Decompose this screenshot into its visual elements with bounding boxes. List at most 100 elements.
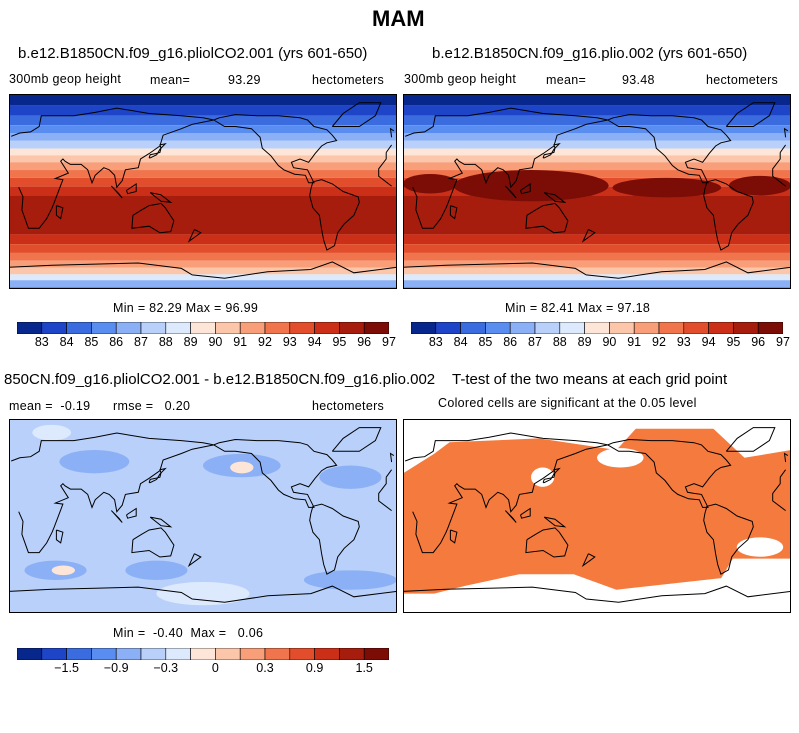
panel1-colorbar bbox=[17, 322, 389, 334]
diff-patch-8 bbox=[32, 424, 72, 441]
contour-band-13 bbox=[403, 234, 791, 245]
coastline-12 bbox=[389, 452, 395, 463]
panel2-map bbox=[403, 94, 791, 289]
map-frame bbox=[403, 419, 791, 613]
colorbar-box-2 bbox=[460, 322, 486, 334]
coastline-3 bbox=[703, 179, 754, 251]
contour-band-2 bbox=[403, 115, 791, 126]
coastline-11 bbox=[55, 529, 64, 544]
coastline-8 bbox=[543, 516, 567, 528]
coastline-4 bbox=[725, 102, 776, 127]
coastline-8 bbox=[149, 192, 173, 203]
colorbar-box-0 bbox=[17, 322, 43, 334]
contour-band-11 bbox=[9, 186, 397, 196]
colorbar-box-6 bbox=[559, 322, 585, 334]
nonsignif-patch-2 bbox=[736, 537, 784, 557]
contour-band-4 bbox=[9, 133, 397, 141]
coastline-2 bbox=[607, 438, 732, 508]
nonsignif-patch-0 bbox=[597, 448, 644, 468]
colorbar-box-4 bbox=[115, 322, 142, 334]
colorbar-box-9 bbox=[239, 648, 266, 660]
colorbar-box-9 bbox=[239, 322, 266, 334]
colorbar-box-3 bbox=[91, 648, 117, 660]
contour-band-17 bbox=[9, 267, 397, 275]
colorbar-tick-label: −0.3 bbox=[153, 661, 179, 675]
colorbar-tick-label: 87 bbox=[528, 335, 542, 349]
contour-band-5 bbox=[403, 140, 791, 149]
coastline-12 bbox=[389, 127, 395, 138]
colorbar-tick-label: 90 bbox=[602, 335, 617, 349]
diff-patch-0 bbox=[59, 450, 130, 474]
coastline-12 bbox=[783, 127, 789, 138]
contour-band-14 bbox=[9, 244, 397, 253]
coastline-0 bbox=[405, 107, 787, 229]
coastline-3 bbox=[309, 179, 360, 251]
colorbar-tick-label: 89 bbox=[577, 335, 592, 349]
colorbar-tick-label: 86 bbox=[109, 335, 124, 349]
panel3-units: hectometers bbox=[312, 399, 385, 413]
diff-patch-9 bbox=[156, 581, 250, 606]
colorbar-tick-label: 84 bbox=[59, 335, 74, 349]
coastline-2 bbox=[213, 438, 338, 508]
coastline-7 bbox=[126, 182, 137, 195]
contour-band-0 bbox=[9, 94, 397, 106]
contour-patch-2 bbox=[403, 173, 458, 194]
map-frame bbox=[9, 94, 397, 289]
colorbar-tick-label: 85 bbox=[84, 335, 99, 349]
panel1-title: b.e12.B1850CN.f09_g16.pliolCO2.001 (yrs … bbox=[18, 45, 368, 62]
colorbar-box-1 bbox=[435, 322, 461, 334]
colorbar-box-0 bbox=[17, 648, 43, 660]
coastline-6 bbox=[111, 185, 123, 199]
panel4-title: T-test of the two means at each grid poi… bbox=[452, 371, 728, 388]
colorbar-box-5 bbox=[140, 648, 167, 660]
panel3-minmax: Min = -0.40 Max = 0.06 bbox=[113, 626, 264, 640]
panel2-colorbar bbox=[411, 322, 783, 334]
colorbar-tick-label: 95 bbox=[332, 335, 347, 349]
coastline-9 bbox=[187, 553, 202, 568]
map-frame bbox=[9, 419, 397, 613]
colorbar-box-5 bbox=[534, 322, 561, 334]
contour-band-1 bbox=[403, 105, 791, 116]
colorbar-tick-label: 84 bbox=[453, 335, 468, 349]
contour-band-15 bbox=[9, 252, 397, 261]
colorbar-tick-label: 97 bbox=[382, 335, 396, 349]
panel2-units: hectometers bbox=[706, 73, 779, 87]
coastline-5 bbox=[148, 467, 167, 484]
contour-band-1 bbox=[9, 105, 397, 116]
colorbar-tick-label: 0.3 bbox=[256, 661, 274, 675]
colorbar-tick-label: 83 bbox=[428, 335, 443, 349]
coastline-12 bbox=[783, 452, 789, 463]
coastline-0 bbox=[11, 107, 393, 229]
colorbar-tick-label: 89 bbox=[183, 335, 198, 349]
contour-band-9 bbox=[403, 170, 791, 178]
colorbar-box-11 bbox=[289, 648, 315, 660]
panel3-colorbar bbox=[17, 648, 389, 660]
colorbar-box-14 bbox=[363, 322, 389, 334]
colorbar-box-8 bbox=[215, 648, 241, 660]
panel2-title: b.e12.B1850CN.f09_g16.plio.002 (yrs 601-… bbox=[432, 45, 748, 62]
diff-patch-4 bbox=[125, 560, 188, 581]
contour-patch-0 bbox=[453, 170, 609, 202]
contour-band-12 bbox=[9, 195, 397, 235]
colorbar-box-13 bbox=[733, 322, 759, 334]
coastline-5 bbox=[148, 142, 167, 159]
coastline-4 bbox=[331, 102, 382, 127]
colorbar-box-8 bbox=[215, 322, 241, 334]
colorbar-box-11 bbox=[683, 322, 709, 334]
coastline-1 bbox=[131, 202, 175, 234]
panel3-title: 850CN.f09_g16.pliolCO2.001 - b.e12.B1850… bbox=[4, 371, 436, 388]
colorbar-box-7 bbox=[584, 322, 610, 334]
colorbar-tick-label: 88 bbox=[552, 335, 567, 349]
coastline-6 bbox=[111, 510, 123, 523]
panel3-colorbar-labels: −1.5 −0.9 −0.3 0 0.3 0.9 1.5 bbox=[17, 661, 389, 677]
colorbar-box-14 bbox=[757, 322, 783, 334]
contour-band-17 bbox=[403, 267, 791, 275]
contour-band-6 bbox=[9, 148, 397, 156]
coastline-11 bbox=[449, 529, 458, 544]
colorbar-tick-label: 96 bbox=[357, 335, 372, 349]
coastline-9 bbox=[581, 228, 596, 243]
contour-band-7 bbox=[403, 155, 791, 163]
coastline-1 bbox=[525, 202, 569, 234]
colorbar-tick-label: −0.9 bbox=[103, 661, 129, 675]
panel1-minmax: Min = 82.29 Max = 96.99 bbox=[113, 301, 259, 315]
